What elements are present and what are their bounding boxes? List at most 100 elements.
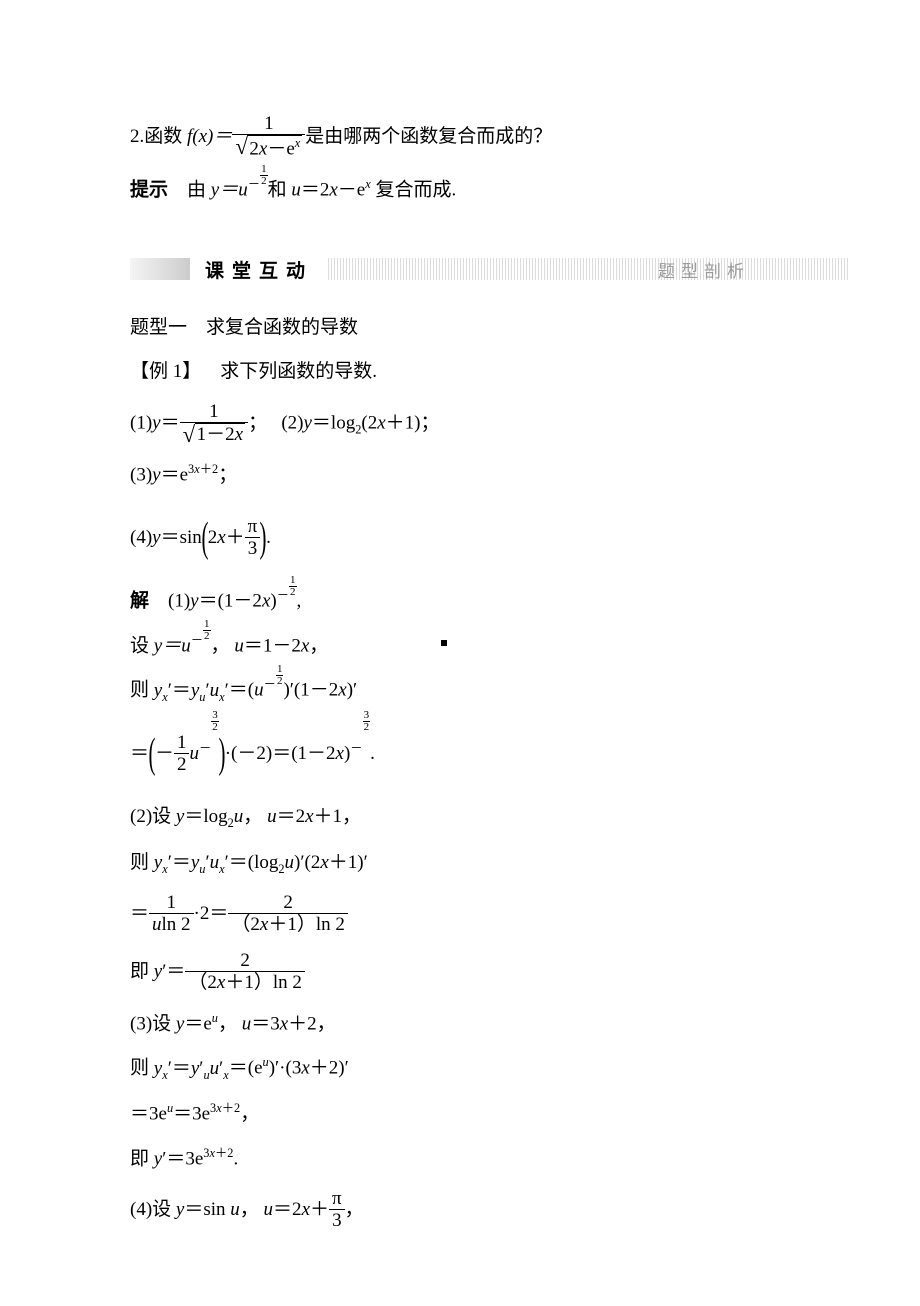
right-paren-icon: ) <box>218 721 225 788</box>
banner-left-fade <box>130 258 190 280</box>
s13-tail: ， <box>345 1199 364 1220</box>
solution-1-final: ＝(－12u－32)·(－2)＝(1－2x)－32. <box>130 721 850 788</box>
s7-frac1: 1uln 2 <box>149 893 194 937</box>
q2-num: 1 <box>232 114 305 135</box>
s5-u2: u＝2x＋1， <box>267 806 361 827</box>
problem-4: (4)y＝sin(2x＋π3). <box>130 505 850 572</box>
section-banner: 课堂互动 题型剖析 <box>130 256 850 283</box>
s7-frac2: 2（2x＋1）ln 2 <box>228 893 347 937</box>
s3-rhs-exp: －12 <box>264 677 284 691</box>
p4: (4)y＝sin <box>130 527 202 548</box>
banner-title: 课堂互动 <box>190 256 328 283</box>
document-page: 2.函数 f(x)＝ 1 2x－ex 是由哪两个函数复合而成的？ 提示 由 y＝… <box>0 0 920 1306</box>
s1: (1)y＝(1－2x) <box>168 590 277 611</box>
p1b: (2)y＝log <box>281 412 355 433</box>
q2-fx: f(x)＝ <box>187 126 232 147</box>
p1-num: 1 <box>180 402 248 423</box>
s7-den: uln 2 <box>149 914 194 937</box>
s2a: 设 <box>130 635 154 656</box>
p4-inner: 2x＋ <box>208 527 245 548</box>
example-label: 【例 1】 <box>130 361 201 382</box>
p4-den: 3 <box>245 538 261 561</box>
question-2: 2.函数 f(x)＝ 1 2x－ex 是由哪两个函数复合而成的？ <box>130 114 850 161</box>
s12: 即 <box>130 1148 154 1169</box>
s8: 即 <box>130 961 154 982</box>
s12-eq: y′＝3e <box>154 1148 204 1169</box>
p4-frac: π3 <box>245 517 261 561</box>
hint-exp: －12 <box>248 177 268 191</box>
s11-sup2: 3x＋2 <box>210 1101 240 1115</box>
s12-tail: . <box>233 1148 238 1169</box>
s12-sup: 3x＋2 <box>203 1146 233 1160</box>
solution-1-deriv: 则 yx′＝yu′ux′＝(u－12)′(1－2x)′ <box>130 675 850 707</box>
s2b: y＝u <box>154 635 191 656</box>
q2-prefix: 函数 <box>144 126 182 147</box>
p3: (3)y＝e <box>130 465 188 486</box>
s6-lhs: yx′＝yu′ux′ <box>154 852 229 873</box>
example-1: 【例 1】 求下列函数的导数. <box>130 357 850 387</box>
q2-suffix: 是由哪两个函数复合而成的？ <box>305 126 552 147</box>
s10: 则 <box>130 1058 154 1079</box>
solution-1-sub: 设 y＝u－12， u＝1－2x， <box>130 631 850 662</box>
hint-text1: 由 <box>187 179 211 200</box>
s13-u: u＝2x＋ <box>264 1199 329 1220</box>
hint-lhs: y＝u <box>211 179 248 200</box>
left-paren-icon: ( <box>148 721 155 788</box>
s3-rhs2: )′(1－2x)′ <box>283 680 357 701</box>
s9-c: ， <box>218 1013 237 1034</box>
s5: (2)设 y＝log <box>130 806 228 827</box>
hint-label: 提示 <box>130 179 168 200</box>
s11-tail: ， <box>240 1104 259 1125</box>
s13: (4)设 y＝sin u， <box>130 1199 259 1220</box>
s3: 则 <box>130 680 154 701</box>
solution-2-frac: ＝1uln 2·2＝2（2x＋1）ln 2 <box>130 893 850 937</box>
s6-rhs: ＝(log <box>229 852 279 873</box>
banner-haze: 题型剖析 <box>328 258 850 280</box>
hint-text2: 和 <box>268 179 292 200</box>
s8-den: （2x＋1）ln 2 <box>185 972 304 995</box>
solution-3-sub: (3)设 y＝eu， u＝3x＋2， <box>130 1009 850 1040</box>
left-paren-icon: ( <box>201 505 208 572</box>
sol-label: 解 <box>130 590 149 611</box>
p1-den: 1－2x <box>195 423 245 447</box>
s6: 则 <box>130 852 154 873</box>
sqrt-icon: 2x－ex <box>235 135 302 161</box>
page-center-dot <box>441 640 447 646</box>
solution-4-sub: (4)设 y＝sin u， u＝2x＋π3， <box>130 1189 850 1233</box>
sqrt-icon: 1－2x <box>183 423 245 447</box>
q2-fraction: 1 2x－ex <box>232 114 305 161</box>
s10-arg: )′·(3x＋2)′ <box>269 1058 349 1079</box>
hint-rhs: u＝2x－e <box>291 179 365 200</box>
p3-tail: ； <box>218 465 237 486</box>
s1-exp: －12 <box>277 588 297 602</box>
s6-arg: u)′(2x＋1)′ <box>285 852 368 873</box>
s13-frac: π3 <box>329 1189 345 1233</box>
question-2-hint: 提示 由 y＝u－12和 u＝2x－ex 复合而成. <box>130 175 850 206</box>
p4-tail: . <box>266 527 271 548</box>
s2c: ， <box>211 635 230 656</box>
example-text: 求下列函数的导数. <box>220 361 377 382</box>
s4-u: u <box>189 743 199 764</box>
hint-tail: 复合而成. <box>375 179 456 200</box>
q2-number: 2. <box>130 126 144 147</box>
s7-eq: ＝ <box>130 903 149 924</box>
s4-u-exp: －32 <box>199 741 219 755</box>
s9-u: u＝3x＋2， <box>242 1013 336 1034</box>
p1a: (1)y＝ <box>130 412 180 433</box>
s10-rhs: ＝(e <box>229 1058 263 1079</box>
s2d: u＝1－2x， <box>234 635 328 656</box>
p1-fraction: 1 1－2x <box>180 402 248 447</box>
s4-tail: . <box>370 743 375 764</box>
hint-rhs-sup: x <box>365 177 370 191</box>
solution-1: 解 (1)y＝(1－2x)－12, <box>130 586 850 617</box>
problem-1-2: (1)y＝ 1 1－2x ； (2)y＝log2(2x＋1)； <box>130 402 850 447</box>
s10-lhs: yx′＝y′uu′x <box>154 1058 229 1079</box>
s8-frac: 2（2x＋1）ln 2 <box>185 951 304 995</box>
s11-mid: ＝3e <box>173 1104 210 1125</box>
problem-3: (3)y＝e3x＋2； <box>130 460 850 491</box>
solution-2-final: 即 y′＝2（2x＋1）ln 2 <box>130 951 850 995</box>
s7-den2: （2x＋1）ln 2 <box>228 914 347 937</box>
s1-tail: , <box>297 590 302 611</box>
s2-exp: －12 <box>191 633 211 647</box>
topic-heading: 题型一 求复合函数的导数 <box>130 313 850 343</box>
